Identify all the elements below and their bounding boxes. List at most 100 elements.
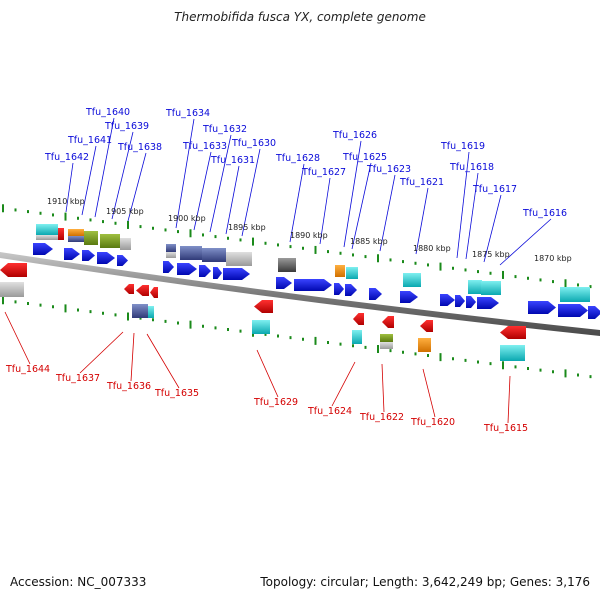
feature-box <box>84 231 98 245</box>
forward-label-guide <box>351 162 372 250</box>
reverse-gene-arrow <box>353 313 364 325</box>
forward-label-guide <box>499 218 552 266</box>
reverse-gene-label: Tfu_1644 <box>5 364 50 375</box>
forward-gene-arrow <box>440 294 455 306</box>
forward-label-guide <box>241 148 261 237</box>
upper-scale-tick <box>152 226 154 230</box>
chromosome-backbone <box>0 252 600 336</box>
forward-label-guide <box>225 165 240 235</box>
upper-scale-tick <box>2 204 4 213</box>
feature-box <box>180 246 202 260</box>
reverse-gene-arrow <box>0 263 27 277</box>
lower-scale-tick <box>439 353 442 362</box>
upper-scale-tick <box>27 210 29 214</box>
lower-scale-tick <box>527 367 529 371</box>
upper-scale-tick <box>64 212 67 221</box>
forward-label-guide <box>456 151 470 259</box>
reverse-label-guide <box>381 363 385 413</box>
upper-scale-tick <box>39 211 42 215</box>
lower-scale-tick <box>414 352 417 356</box>
lower-scale-tick <box>352 344 354 348</box>
lower-scale-tick <box>389 349 392 353</box>
forward-gene-label: Tfu_1634 <box>165 108 210 119</box>
feature-box <box>346 267 358 279</box>
forward-gene-label: Tfu_1625 <box>342 152 387 163</box>
feature-box <box>418 338 431 352</box>
upper-scale-tick <box>389 258 392 262</box>
feature-box <box>166 244 176 252</box>
forward-gene-label: Tfu_1621 <box>399 177 444 188</box>
forward-gene-label: Tfu_1616 <box>522 208 567 219</box>
upper-scale-tick <box>177 230 179 234</box>
upper-scale-tick <box>339 251 342 255</box>
feature-box <box>252 320 270 334</box>
kbp-label: 1900 kbp <box>168 214 206 223</box>
upper-scale-tick <box>502 270 504 279</box>
lower-scale-tick <box>402 350 404 354</box>
lower-scale-tick <box>27 302 29 306</box>
kbp-label: 1905 kbp <box>106 207 144 216</box>
forward-label-guide <box>379 174 396 252</box>
forward-gene-arrow <box>64 248 80 260</box>
forward-gene-arrow <box>588 306 600 319</box>
upper-scale-tick <box>539 278 542 282</box>
upper-scale-tick <box>14 208 17 212</box>
forward-gene-arrow <box>223 268 250 280</box>
upper-scale-tick <box>189 229 192 238</box>
lower-scale-tick <box>477 360 479 364</box>
forward-gene-labels: Tfu_1642 Tfu_1641 Tfu_1640 Tfu_1639 Tfu_1638… <box>44 107 567 219</box>
forward-gene-label: Tfu_1641 <box>67 135 112 146</box>
feature-box <box>468 280 482 294</box>
feature-box <box>352 330 362 344</box>
lower-scale-tick <box>239 329 242 333</box>
feature-box <box>380 334 393 342</box>
forward-gene-arrow <box>334 283 344 295</box>
map-title: Thermobifida fusca YX, complete genome <box>174 10 426 24</box>
forward-label-guide <box>483 194 502 263</box>
upper-scale-tick <box>464 268 467 272</box>
forward-gene-arrow <box>369 288 382 300</box>
reverse-gene-label: Tfu_1622 <box>359 412 404 423</box>
upper-scale-tick <box>89 218 92 222</box>
forward-gene-arrow <box>400 291 418 303</box>
feature-box <box>560 287 590 302</box>
upper-scale-tick <box>227 236 229 240</box>
lower-scale-tick <box>152 318 154 322</box>
forward-label-guide <box>465 172 479 260</box>
lower-scale-tick <box>264 332 267 336</box>
kbp-label: 1880 kbp <box>413 244 451 253</box>
reverse-gene-label: Tfu_1629 <box>253 397 298 408</box>
feature-box <box>403 273 421 287</box>
gene-glyphs <box>0 224 600 361</box>
reverse-label-guide <box>422 368 436 418</box>
upper-scale-tick <box>289 245 292 249</box>
lower-scale-tick <box>589 375 592 379</box>
lower-scale-tick <box>452 357 454 361</box>
feature-box <box>120 238 131 250</box>
forward-gene-arrow <box>213 267 222 279</box>
forward-gene-label: Tfu_1632 <box>202 124 247 135</box>
feature-box <box>481 281 501 295</box>
reverse-label-guide <box>507 375 511 424</box>
lower-scale-tick <box>177 321 179 325</box>
forward-gene-arrow <box>528 301 556 314</box>
lower-scale-tick <box>489 362 492 366</box>
reverse-gene-label: Tfu_1635 <box>154 388 199 399</box>
feature-box <box>166 252 176 258</box>
upper-scale-tick <box>414 261 417 265</box>
forward-label-guide <box>94 117 115 218</box>
forward-gene-arrow <box>477 297 499 309</box>
reverse-label-guide <box>256 349 279 398</box>
reverse-gene-arrow <box>382 316 394 328</box>
label-guides <box>4 117 552 424</box>
upper-scale-tick <box>214 235 217 239</box>
feature-box <box>148 306 154 318</box>
upper-scale-tick <box>164 228 167 232</box>
lower-scale-tick <box>552 370 554 374</box>
upper-scale-tick <box>314 245 317 254</box>
forward-gene-label: Tfu_1623 <box>366 164 411 175</box>
reverse-label-guide <box>130 332 135 382</box>
feature-box <box>68 236 84 242</box>
